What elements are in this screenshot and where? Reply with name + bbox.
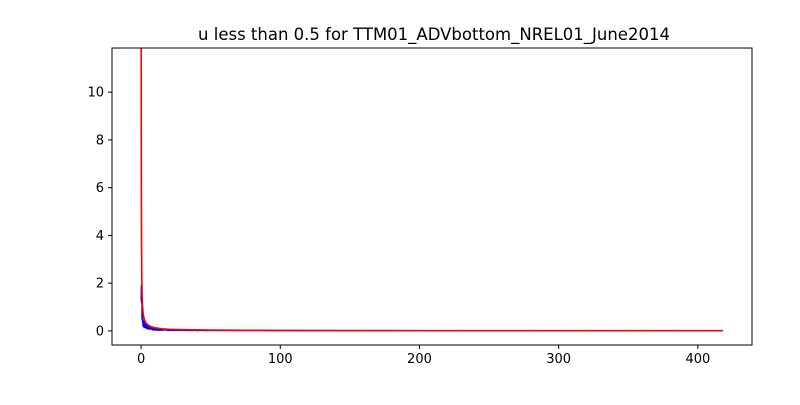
- series-line-2: [140, 48, 723, 332]
- plot-frame: [111, 47, 753, 346]
- y-tick-label: 2: [96, 277, 104, 292]
- chart-title: u less than 0.5 for TTM01_ADVbottom_NREL…: [198, 25, 670, 45]
- x-tick-label: 100: [268, 352, 293, 367]
- y-tick-label: 4: [96, 229, 104, 244]
- axes-layer: 0 100 200 300 400 0 2 4 6 8 10: [87, 86, 710, 367]
- x-tick-label: 400: [685, 352, 710, 367]
- y-tick-label: 6: [96, 181, 104, 196]
- x-tick-label: 300: [546, 352, 571, 367]
- y-tick-label: 8: [96, 133, 104, 148]
- x-tick-label: 0: [137, 352, 145, 367]
- series-line-1: [140, 283, 724, 332]
- x-tick-label: 200: [407, 352, 432, 367]
- y-tick-label: 10: [87, 86, 104, 101]
- y-tick-label: 0: [96, 324, 104, 339]
- series-layer: [140, 48, 724, 332]
